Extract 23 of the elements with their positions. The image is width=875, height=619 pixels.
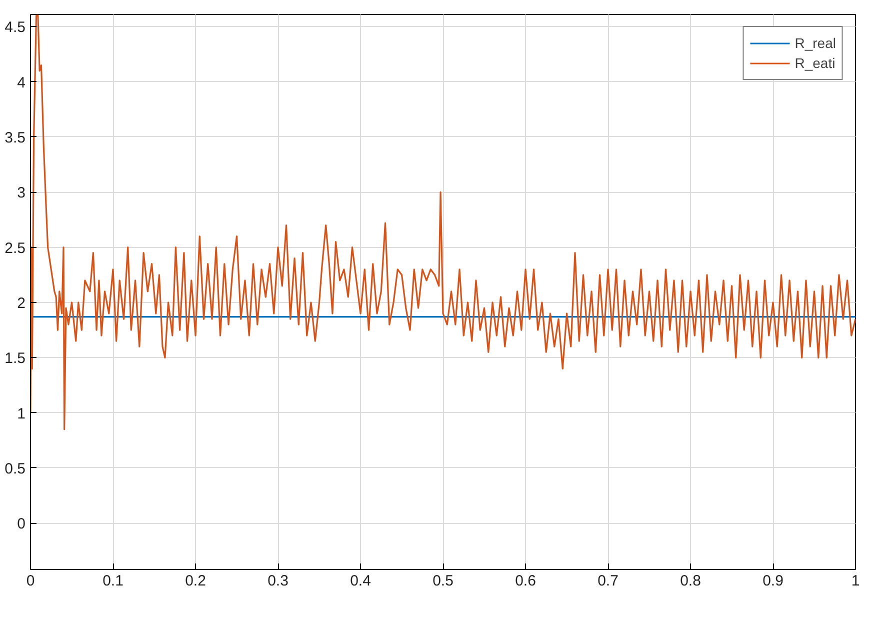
legend-label: R_real: [794, 35, 836, 51]
y-tick-label: 1.5: [4, 350, 26, 368]
legend-label: R_eati: [794, 55, 836, 71]
x-tick-label: 1: [851, 572, 860, 590]
y-tick-label: 3.5: [4, 129, 26, 146]
y-tick-label: 0.5: [4, 460, 26, 478]
x-tick-label: 0.5: [432, 572, 454, 590]
x-tick-label: 0.3: [268, 572, 288, 590]
x-tick-label: 0.6: [515, 572, 536, 590]
x-tick-label: 0.8: [680, 572, 701, 590]
x-tick-label: 0.9: [762, 572, 784, 590]
line-series: [30, 14, 856, 430]
y-tick-label: 2.5: [4, 240, 26, 257]
x-tick-label: 0.4: [350, 572, 371, 590]
y-tick-label: 4: [17, 74, 26, 92]
y-tick-label: 1: [17, 405, 26, 422]
x-tick-label: 0.1: [102, 572, 124, 590]
y-tick-label: 2: [17, 294, 26, 312]
y-tick-label: 4.5: [4, 19, 26, 36]
y-tick-label: 0: [17, 516, 26, 533]
x-tick-label: 0.7: [598, 572, 618, 590]
y-tick-label: 3: [17, 184, 26, 202]
x-tick-label: 0.2: [185, 572, 206, 590]
